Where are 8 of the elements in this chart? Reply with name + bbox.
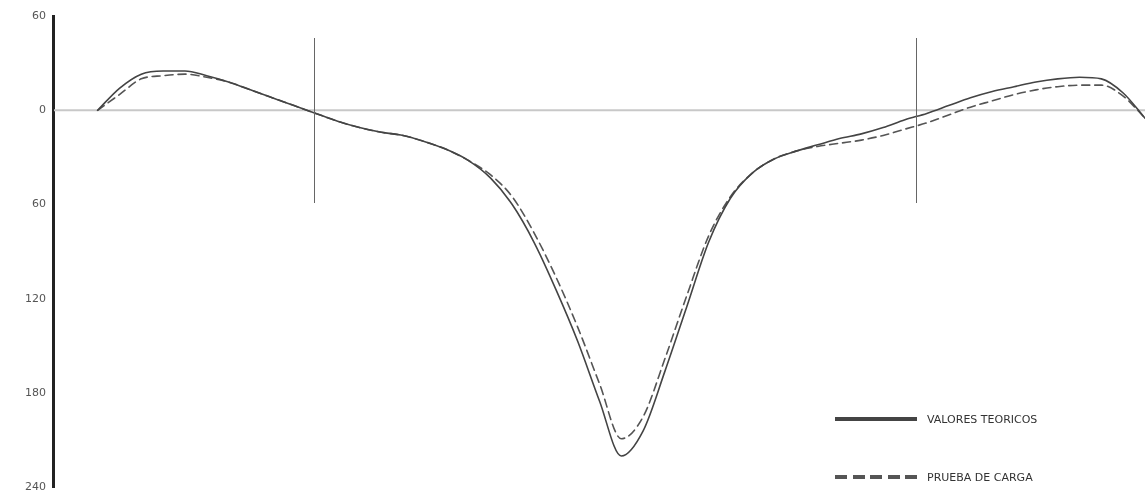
y-tick-label: 240 [25,480,46,494]
y-tick-label: 120 [25,291,46,305]
legend-label: VALORES TEORICOS [927,412,1038,426]
y-tick-label: 0 [39,103,46,117]
y-tick-label: 60 [32,197,46,211]
legend-label: PRUEBA DE CARGA [927,470,1033,484]
y-tick-label: 180 [25,385,46,399]
y-tick-label: 60 [32,8,46,22]
